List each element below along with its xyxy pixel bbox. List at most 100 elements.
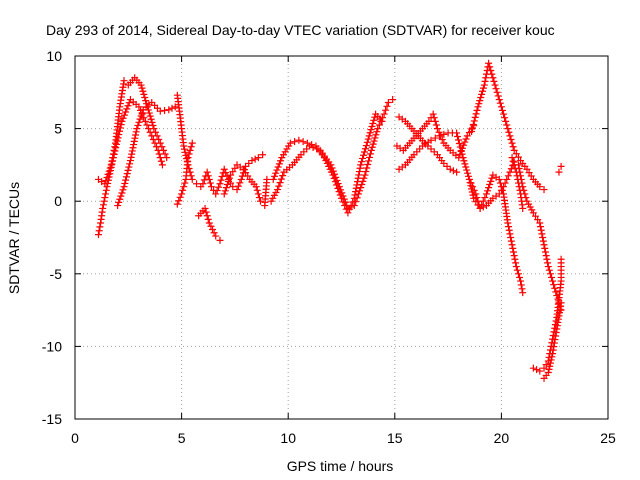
data-point — [373, 128, 381, 136]
data-point — [509, 143, 517, 151]
data-point — [205, 175, 213, 183]
data-point — [548, 273, 556, 281]
data-point — [145, 125, 153, 133]
data-point — [345, 205, 353, 213]
data-point — [254, 190, 262, 198]
series-track-a — [94, 74, 171, 188]
data-point — [237, 175, 245, 183]
data-point — [365, 132, 373, 140]
data-point — [425, 117, 433, 125]
data-point — [122, 108, 130, 116]
data-point — [369, 119, 377, 127]
data-point — [275, 182, 283, 190]
data-point — [273, 166, 281, 174]
data-point — [485, 59, 493, 67]
data-point — [446, 165, 454, 173]
data-point — [367, 146, 375, 154]
data-point — [157, 157, 165, 165]
data-point — [202, 208, 210, 216]
data-point — [471, 113, 479, 121]
data-point — [484, 187, 492, 195]
data-point — [131, 134, 139, 142]
data-point — [146, 128, 154, 136]
data-point — [472, 110, 480, 118]
data-point — [142, 97, 150, 105]
data-point — [117, 121, 125, 129]
data-point — [180, 142, 188, 150]
data-point — [546, 362, 554, 370]
data-point — [507, 237, 515, 245]
data-point — [204, 172, 212, 180]
data-point — [357, 184, 365, 192]
data-point — [467, 179, 475, 187]
data-point — [114, 202, 122, 210]
data-point — [105, 173, 113, 181]
data-point — [279, 172, 287, 180]
data-point — [508, 154, 516, 162]
data-point — [126, 157, 134, 165]
data-point — [181, 148, 189, 156]
data-point — [479, 87, 487, 95]
data-point — [355, 171, 363, 179]
data-point — [383, 102, 391, 110]
data-point — [248, 157, 256, 165]
data-point — [132, 131, 140, 139]
data-point — [469, 183, 477, 191]
data-point — [274, 186, 282, 194]
data-point — [505, 226, 513, 234]
data-point — [494, 92, 502, 100]
data-point — [506, 132, 514, 140]
series-track-m — [395, 129, 565, 314]
x-tick-label: 20 — [494, 430, 510, 446]
data-point — [539, 234, 547, 241]
data-point — [470, 186, 478, 194]
data-point — [492, 85, 500, 93]
data-point — [207, 183, 215, 191]
data-point — [536, 223, 544, 231]
data-point — [127, 153, 135, 161]
data-point — [272, 169, 280, 177]
data-point — [188, 175, 196, 183]
data-point — [104, 179, 112, 187]
data-point — [557, 255, 565, 263]
data-point — [501, 114, 509, 122]
data-point — [538, 230, 546, 238]
data-point — [329, 171, 337, 179]
data-point — [496, 179, 504, 187]
data-point — [128, 150, 136, 158]
data-point — [507, 135, 515, 143]
data-point — [168, 104, 176, 112]
data-point — [270, 172, 278, 180]
data-point — [465, 172, 473, 180]
data-point — [209, 226, 217, 234]
data-point — [364, 135, 372, 143]
data-point — [542, 361, 550, 369]
data-point — [155, 150, 163, 158]
data-point — [156, 154, 164, 162]
y-tick-label: 10 — [46, 48, 62, 64]
data-point — [366, 153, 374, 161]
data-point — [113, 137, 121, 145]
data-point — [338, 194, 345, 202]
data-point — [139, 87, 147, 95]
data-point — [374, 125, 382, 133]
data-point — [438, 135, 446, 143]
data-point — [350, 194, 358, 202]
data-point — [165, 106, 173, 114]
data-point — [99, 201, 107, 209]
data-point — [109, 154, 117, 162]
data-point — [463, 166, 471, 174]
data-point — [120, 111, 128, 119]
data-point — [185, 150, 193, 158]
y-tick-label: -15 — [42, 411, 62, 427]
data-point — [176, 193, 184, 201]
data-point — [186, 146, 194, 154]
data-point — [277, 157, 285, 165]
data-point — [454, 136, 462, 144]
data-point — [509, 248, 517, 256]
data-point — [359, 154, 367, 162]
data-point — [513, 266, 521, 274]
data-point — [124, 102, 132, 110]
data-point — [111, 147, 119, 155]
data-point — [233, 186, 241, 194]
